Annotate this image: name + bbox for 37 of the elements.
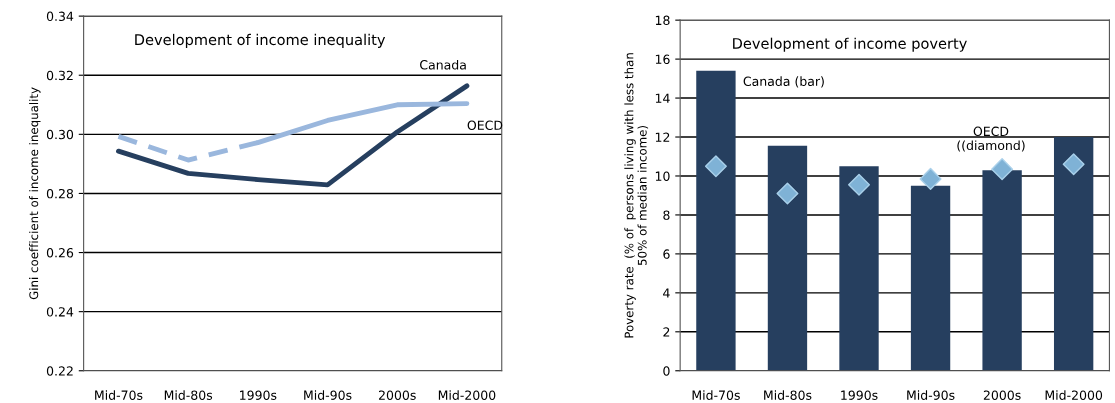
series-label: OECD <box>467 120 503 130</box>
y-tick-label: 16 <box>655 54 670 65</box>
y-tick-label: 8 <box>663 210 670 220</box>
x-tick-label: Mid-2000 <box>1045 390 1103 400</box>
x-tick-label: 1990s <box>240 390 277 400</box>
x-tick-label: Mid-80s <box>764 390 812 400</box>
text: Development of income inequality <box>135 33 386 48</box>
y-tick-label: 12 <box>655 132 670 142</box>
y-tick-label: 0.24 <box>46 307 74 317</box>
y-tick-label: 0.22 <box>46 366 73 376</box>
y-tick-label: 10 <box>655 171 670 181</box>
y-tick-label: 2 <box>663 327 670 337</box>
series-label: Canada <box>420 59 466 70</box>
y-axis-title: Poverty rate (% of persons living with less than 50% of median income) <box>624 53 649 338</box>
x-tick-label: Mid-80s <box>164 390 213 400</box>
x-tick-label: Mid-70s <box>95 390 143 400</box>
y-tick-label: 0.30 <box>46 129 74 140</box>
y-tick-label: 14 <box>655 93 670 103</box>
y-tick-label: 0.32 <box>46 70 73 81</box>
y-tick-label: 0.34 <box>46 11 74 22</box>
y-tick-label: 4 <box>663 288 670 298</box>
x-tick-label: Mid-90s <box>907 390 955 400</box>
x-tick-label: 1990s <box>841 390 878 400</box>
y-tick-label: 6 <box>663 249 670 259</box>
series-label: Canada (bar) <box>743 76 824 88</box>
x-tick-label: Mid-2000 <box>438 390 496 400</box>
x-tick-label: 2000s <box>378 390 416 400</box>
x-tick-label: Mid-90s <box>304 390 352 400</box>
series-label: OECD ((diamond) <box>957 126 1025 152</box>
x-tick-label: 2000s <box>983 390 1021 400</box>
y-tick-label: 0 <box>663 366 670 376</box>
y-axis-title: Gini coefficient of income inequality <box>29 87 41 300</box>
y-tick-label: 0.28 <box>46 188 74 199</box>
text: Development of income poverty <box>733 37 967 52</box>
y-tick-label: 0.26 <box>46 248 74 258</box>
y-tick-label: 18 <box>655 15 670 26</box>
x-tick-label: Mid-70s <box>692 390 740 400</box>
